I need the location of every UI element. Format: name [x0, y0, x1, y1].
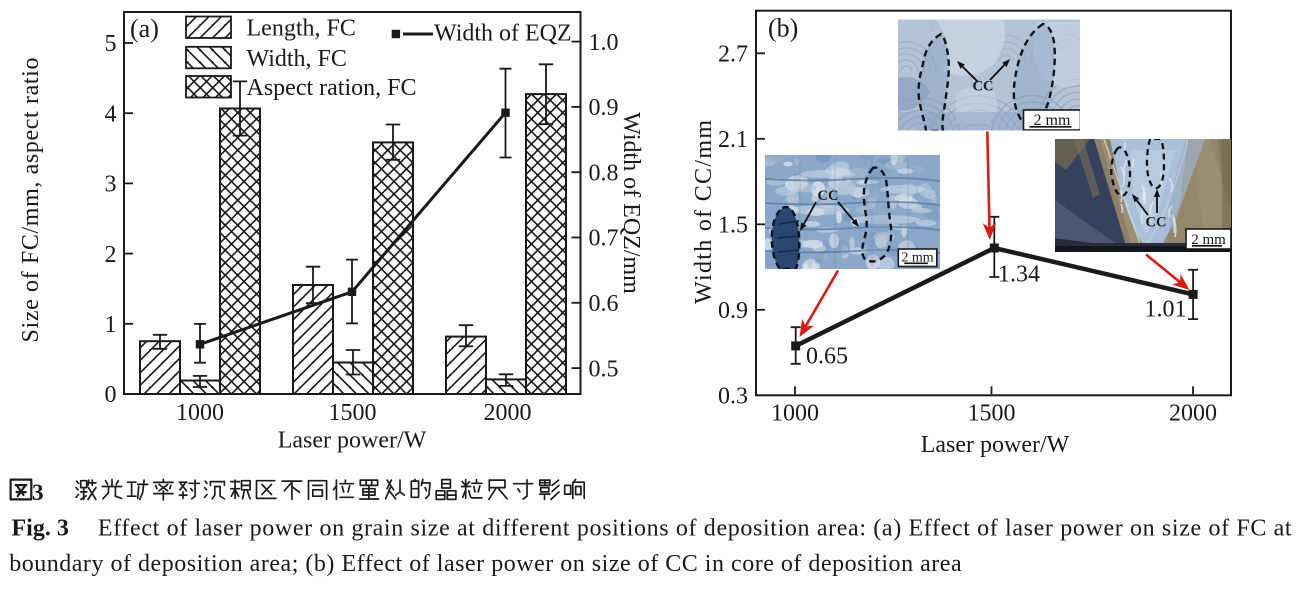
svg-text:(b): (b) — [768, 13, 798, 42]
svg-text:4: 4 — [105, 101, 117, 127]
svg-text:1500: 1500 — [329, 400, 377, 426]
svg-text:0.9: 0.9 — [589, 95, 619, 121]
svg-text:CC: CC — [973, 79, 994, 95]
svg-text:2 mm: 2 mm — [901, 251, 933, 266]
svg-text:1.0: 1.0 — [589, 30, 619, 56]
svg-text:CC: CC — [818, 188, 839, 204]
svg-text:1500: 1500 — [968, 401, 1016, 427]
svg-text:0.6: 0.6 — [589, 291, 619, 317]
svg-text:1: 1 — [105, 312, 117, 338]
svg-text:0: 0 — [105, 382, 117, 408]
svg-text:0.5: 0.5 — [589, 356, 619, 382]
svg-text:2: 2 — [105, 242, 117, 268]
svg-text:0.7: 0.7 — [589, 226, 619, 252]
svg-text:2.7: 2.7 — [718, 42, 748, 68]
svg-text:0.65: 0.65 — [806, 344, 848, 370]
svg-text:Width of EQZ: Width of EQZ — [434, 21, 572, 47]
svg-text:boundary of deposition area; (: boundary of deposition area; (b) Effect … — [9, 551, 962, 577]
svg-text:CC: CC — [1146, 215, 1167, 231]
svg-text:Length, FC: Length, FC — [247, 16, 356, 42]
svg-text:2 mm: 2 mm — [1191, 232, 1226, 248]
svg-text:0.8: 0.8 — [589, 160, 619, 186]
svg-text:1.5: 1.5 — [718, 213, 748, 239]
svg-text:2 mm: 2 mm — [1034, 112, 1071, 129]
svg-text:Fig. 3: Fig. 3 — [12, 515, 69, 541]
svg-text:1000: 1000 — [771, 401, 819, 427]
svg-text:Aspect ration, FC: Aspect ration, FC — [247, 75, 417, 101]
svg-text:3: 3 — [32, 480, 44, 505]
svg-text:Width of EQZ/mm: Width of EQZ/mm — [618, 112, 644, 294]
svg-text:2000: 2000 — [1169, 401, 1217, 427]
svg-text:3: 3 — [105, 172, 117, 198]
svg-text:1.01: 1.01 — [1145, 296, 1187, 322]
svg-text:Effect of laser power on grain: Effect of laser power on grain size at d… — [98, 515, 1292, 541]
svg-text:Width, FC: Width, FC — [247, 46, 347, 72]
svg-text:Width of CC/mm: Width of CC/mm — [691, 120, 717, 304]
svg-text:1000: 1000 — [176, 400, 224, 426]
svg-text:Size of FC/mm, aspect ratio: Size of FC/mm, aspect ratio — [18, 58, 44, 343]
svg-text:Laser power/W: Laser power/W — [921, 432, 1070, 458]
svg-text:(a): (a) — [130, 14, 159, 43]
svg-text:1.34: 1.34 — [998, 262, 1040, 288]
svg-text:0.3: 0.3 — [718, 384, 748, 410]
svg-text:2.1: 2.1 — [718, 127, 748, 153]
svg-text:Laser power/W: Laser power/W — [278, 428, 427, 454]
svg-text:5: 5 — [105, 31, 117, 57]
svg-text:0.9: 0.9 — [718, 298, 748, 324]
svg-text:2000: 2000 — [484, 400, 532, 426]
